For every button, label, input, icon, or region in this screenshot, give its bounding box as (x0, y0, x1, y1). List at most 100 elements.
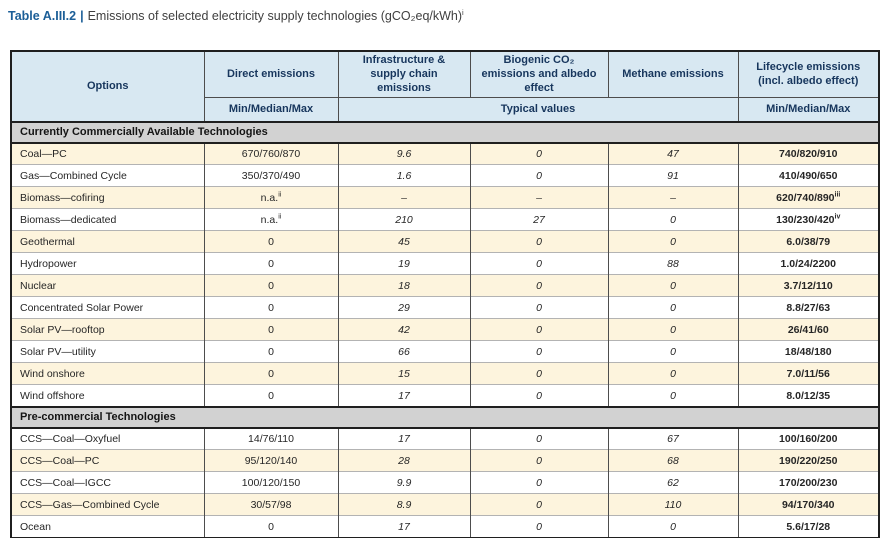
cell-value: n.a. (260, 191, 279, 204)
table-row: CCS—Coal—IGCC 100/120/150 9.9 0 62 170/200/23… (10, 471, 879, 494)
cell-value: 0 (536, 235, 542, 248)
infrastructure-emissions-cell: 8.9 (337, 493, 470, 516)
section-header-row: Pre-commercial Technologies (11, 405, 879, 429)
cell-value: Biomass—cofiring (20, 191, 105, 204)
cell-value: 3.7/12/110 (783, 279, 833, 292)
cell-value: 45 (398, 235, 410, 248)
cell-value: 0 (536, 279, 542, 292)
table-row: Solar PV—rooftop 0 42 0 0 26/41/60 (10, 318, 879, 341)
table-row: Concentrated Solar Power 0 29 0 0 8.8/27/63 (10, 296, 879, 319)
col-header-infrastructure-emissions: Infrastructure & supply chain emissions (337, 51, 470, 98)
direct-emissions-cell: 0 (203, 515, 338, 538)
methane-emissions-cell: 0 (607, 208, 738, 231)
lifecycle-emissions-cell: 130/230/420iv (737, 208, 879, 231)
cell-value: 8.8/27/63 (786, 301, 831, 314)
table-row: Geothermal 0 45 0 0 6.0/38/79 (10, 230, 879, 253)
lifecycle-emissions-cell: 8.8/27/63 (737, 296, 879, 319)
cell-value: 47 (667, 148, 679, 160)
cell-value: 620/740/890 (776, 191, 835, 204)
direct-emissions-cell: 670/760/870 (203, 142, 338, 165)
option-cell: Biomass—dedicated (10, 208, 204, 231)
cell-value: 27 (533, 213, 545, 226)
cell-value: 19 (398, 257, 410, 270)
biogenic-emissions-cell: 0 (469, 384, 608, 407)
biogenic-emissions-cell: 0 (469, 274, 608, 297)
cell-value: Biomass—dedicated (20, 213, 117, 226)
table-row: CCS—Coal—PC 95/120/140 28 0 68 190/220/250 (10, 449, 879, 472)
direct-emissions-cell: n.a.ii (203, 208, 338, 231)
cell-value: 0 (536, 498, 542, 511)
cell-value: 18 (398, 279, 410, 292)
methane-emissions-cell: 0 (607, 318, 738, 341)
biogenic-emissions-cell: 0 (469, 142, 608, 165)
biogenic-emissions-cell: 0 (469, 318, 608, 341)
direct-emissions-cell: 0 (203, 318, 338, 341)
footnote-mark: ii (278, 213, 282, 221)
table-body: Currently Commercially Available Technol… (10, 120, 879, 538)
cell-value: 740/820/910 (779, 148, 838, 160)
cell-value: 170/200/230 (779, 476, 838, 489)
cell-value: 17 (398, 433, 410, 445)
cell-value: Solar PV—utility (20, 345, 96, 358)
infrastructure-emissions-cell: 66 (337, 340, 470, 363)
table-row: Coal—PC 670/760/870 9.6 0 47 740/820/910 (10, 142, 879, 165)
cell-value: Solar PV—rooftop (20, 323, 105, 336)
cell-value: 95/120/140 (244, 454, 298, 467)
option-cell: CCS—Gas—Combined Cycle (10, 493, 204, 516)
cell-value: 0 (268, 389, 274, 402)
infrastructure-emissions-cell: 210 (337, 208, 470, 231)
cell-value: 26/41/60 (787, 323, 829, 336)
cell-value: Nuclear (20, 279, 57, 292)
cell-value: 28 (398, 454, 410, 467)
cell-value: 62 (667, 476, 679, 489)
cell-value: 17 (398, 520, 410, 533)
biogenic-emissions-cell: 0 (469, 296, 608, 319)
table-number: Table A.III.2 (8, 9, 77, 24)
option-cell: Concentrated Solar Power (10, 296, 204, 319)
cell-value: – (670, 191, 676, 204)
table-row: Gas—Combined Cycle 350/370/490 1.6 0 91 410/4… (10, 164, 879, 187)
col-header-methane-emissions: Methane emissions (607, 51, 738, 98)
cell-value: – (401, 191, 407, 204)
methane-emissions-cell: 91 (607, 164, 738, 187)
option-cell: Wind onshore (10, 362, 204, 385)
methane-emissions-cell: 68 (607, 449, 738, 472)
methane-emissions-cell: 62 (607, 471, 738, 494)
methane-emissions-cell: 67 (607, 427, 738, 450)
cell-value: 0 (536, 476, 542, 489)
option-cell: Solar PV—utility (10, 340, 204, 363)
col-header-direct-emissions: Direct emissions (203, 51, 338, 98)
cell-value: 88 (667, 257, 679, 270)
direct-emissions-cell: 0 (203, 230, 338, 253)
cell-value: Wind onshore (20, 367, 85, 380)
methane-emissions-cell: 47 (607, 142, 738, 165)
cell-value: 0 (670, 323, 676, 336)
biogenic-emissions-cell: 0 (469, 362, 608, 385)
option-cell: Nuclear (10, 274, 204, 297)
infrastructure-emissions-cell: 9.6 (337, 142, 470, 165)
cell-value: 14/76/110 (248, 433, 294, 445)
cell-value: 110 (664, 498, 682, 511)
cell-value: 0 (670, 235, 676, 248)
cell-value: 18/48/180 (784, 345, 832, 358)
table-caption: Table A.III.2 | Emissions of selected elec… (8, 8, 464, 23)
cell-value: – (536, 191, 542, 204)
cell-value: 94/170/340 (781, 498, 835, 511)
cell-value: 0 (536, 169, 542, 182)
cell-value: 91 (667, 169, 679, 182)
table-header: Options Direct emissions Infrastructure … (10, 51, 879, 122)
infrastructure-emissions-cell: 1.6 (337, 164, 470, 187)
cell-value: 30/57/98 (250, 498, 292, 511)
emissions-table: Options Direct emissions Infrastructure … (10, 50, 880, 538)
direct-emissions-cell: 100/120/150 (203, 471, 338, 494)
biogenic-emissions-cell: 0 (469, 449, 608, 472)
caption-footnote-mark: i (462, 8, 464, 17)
cell-value: 17 (398, 389, 410, 402)
footnote-mark: ii (278, 191, 282, 199)
table-row: Biomass—cofiring n.a.ii – – – 620/740/890iii (10, 186, 879, 209)
direct-emissions-cell: 0 (203, 384, 338, 407)
subheader-direct-min-median-max: Min/Median/Max (203, 97, 338, 122)
methane-emissions-cell: 0 (607, 230, 738, 253)
table-row: Nuclear 0 18 0 0 3.7/12/110 (10, 274, 879, 297)
option-cell: Geothermal (10, 230, 204, 253)
